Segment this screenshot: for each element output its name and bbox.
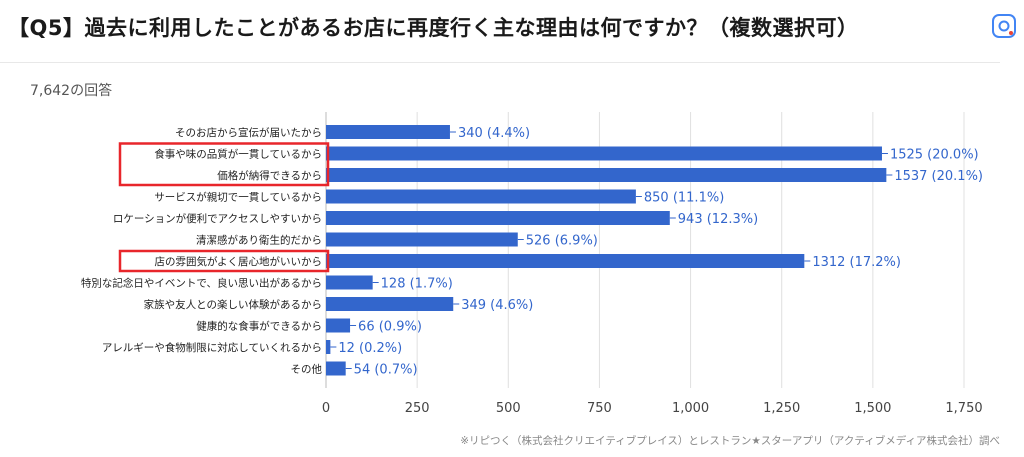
x-tick-label: 1,000 — [672, 401, 709, 416]
x-tick-label: 250 — [405, 401, 430, 416]
category-label: 清潔感があり衛生的だから — [196, 234, 322, 247]
bar — [326, 125, 450, 139]
category-label: 特別な記念日やイベントで、良い思い出があるから — [81, 277, 322, 290]
x-tick-label: 1,500 — [854, 401, 891, 416]
source-credit: ※リピつく（株式会社クリエイティブプレイス）とレストラン★スターアプリ（アクティ… — [460, 435, 1000, 447]
data-label: 1312 (17.2%) — [812, 255, 901, 270]
bar — [326, 318, 351, 333]
data-label: 526 (6.9%) — [526, 234, 598, 249]
x-tick-label: 500 — [496, 401, 521, 416]
data-label: 349 (4.6%) — [461, 298, 533, 313]
bar — [326, 168, 887, 182]
category-label: アレルギーや食物制限に対応していくれるから — [102, 341, 322, 354]
category-label: そのお店から宣伝が届いたから — [175, 126, 322, 139]
data-label: 12 (0.2%) — [338, 341, 402, 356]
highlight-box — [118, 249, 330, 273]
category-label: 店の雰囲気がよく居心地がいいから — [155, 255, 322, 268]
data-label: 54 (0.7%) — [354, 363, 418, 378]
x-tick-label: 0 — [322, 401, 330, 416]
bar — [326, 254, 805, 268]
bar — [326, 361, 346, 376]
data-label: 1537 (20.1%) — [894, 169, 983, 184]
header-divider — [0, 62, 1000, 63]
data-label: 943 (12.3%) — [678, 212, 758, 227]
bar — [326, 146, 882, 161]
response-count: 7,642の回答 — [30, 83, 113, 99]
category-label: 家族や友人との楽しい体験があるから — [144, 298, 322, 311]
bar-chart: 0 250 500 750 1,000 1,250 1,500 1,750 そのお店から宣伝が届… — [81, 112, 983, 416]
bar — [326, 211, 670, 225]
x-tick-label: 1,250 — [763, 401, 800, 416]
category-label: 価格が納得できるから — [217, 169, 322, 182]
x-tick-label: 750 — [587, 401, 612, 416]
category-label: 食事や味の品質が一貫しているから — [154, 148, 322, 161]
data-label: 1525 (20.0%) — [890, 148, 979, 163]
data-label: 128 (1.7%) — [381, 277, 453, 292]
data-label: 340 (4.4%) — [458, 126, 530, 141]
google-lens-icon[interactable] — [990, 12, 1018, 40]
x-tick-label: 1,750 — [945, 401, 982, 416]
chart-title: 【Q5】過去に利用したことがあるお店に再度行く主な理由は何ですか？（複数選択可） — [8, 16, 859, 40]
category-label: 健康的な食事ができるから — [196, 320, 322, 333]
bar — [326, 297, 454, 311]
bar — [326, 340, 331, 354]
category-label: その他 — [291, 363, 323, 376]
bar — [326, 275, 373, 290]
data-label: 66 (0.9%) — [358, 320, 422, 335]
bar — [326, 189, 636, 204]
category-label: サービスが親切で一貫しているから — [154, 191, 322, 204]
data-label: 850 (11.1%) — [644, 191, 724, 206]
bar — [326, 232, 518, 247]
category-label: ロケーションが便利でアクセスしやすいから — [113, 212, 322, 225]
highlight-box — [118, 142, 330, 187]
